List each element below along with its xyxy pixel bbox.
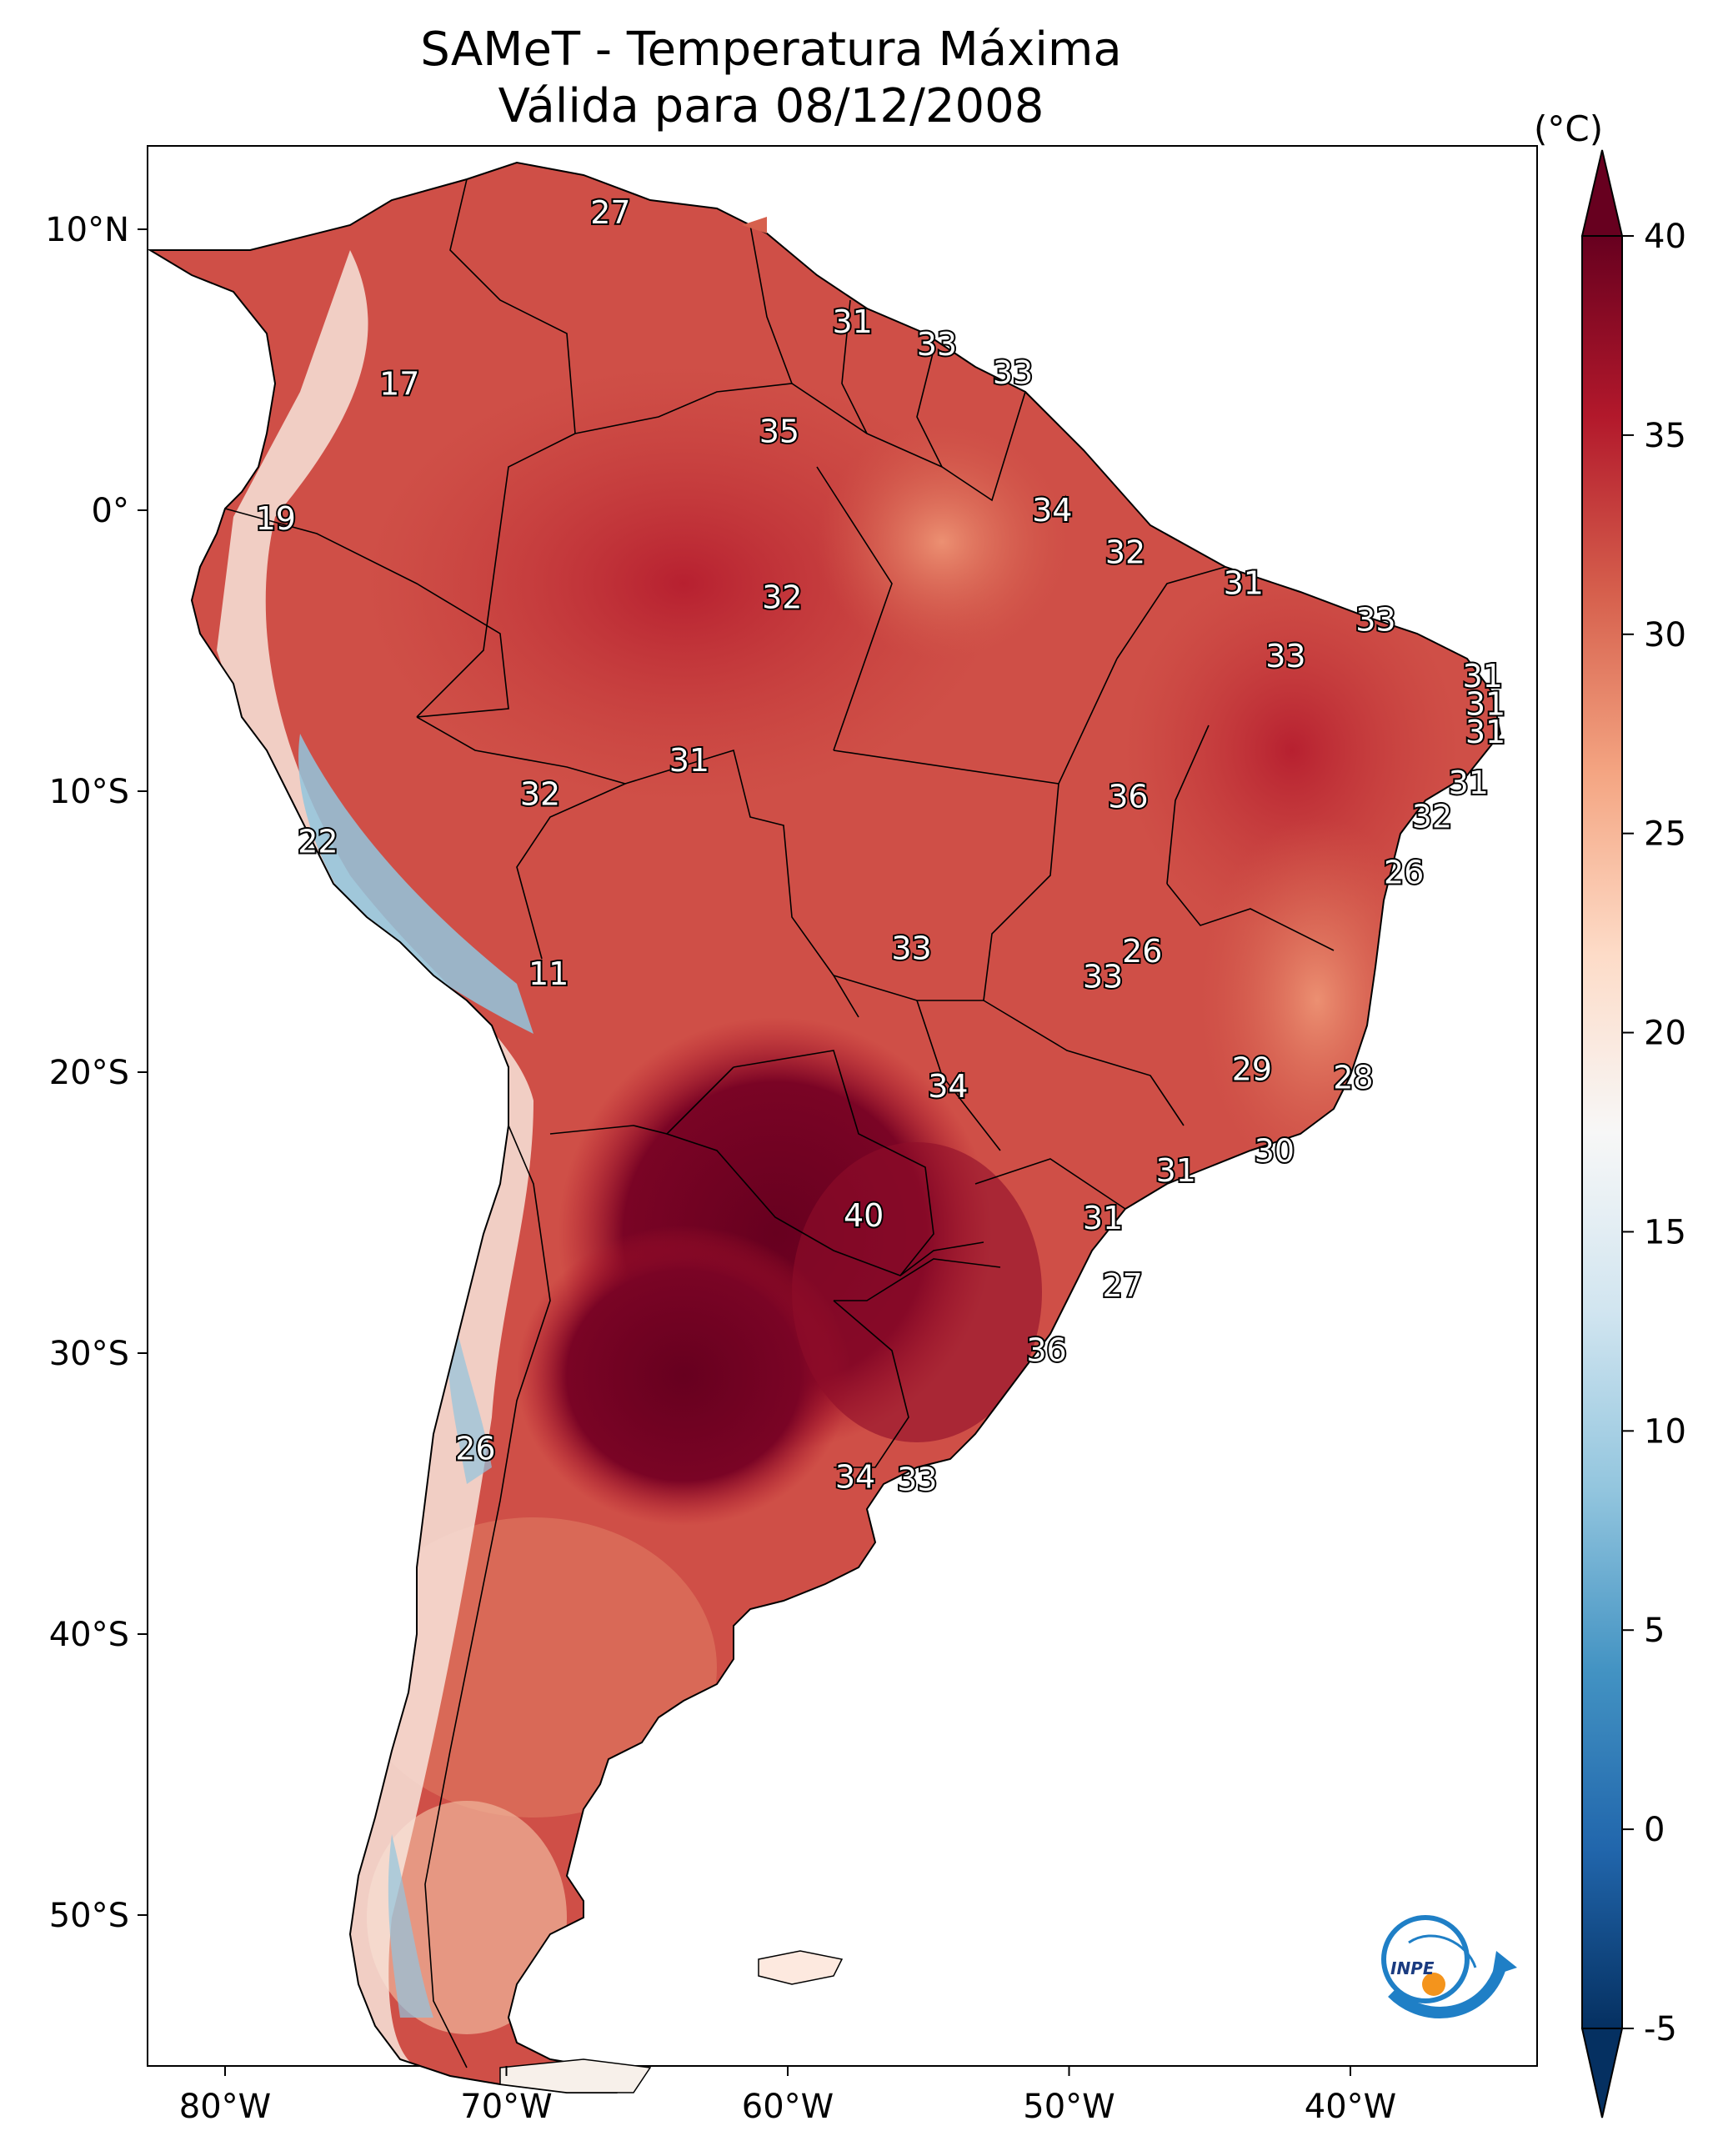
map-value-label: 33 <box>897 1462 937 1498</box>
latitude-tick-label: 10°N <box>45 211 129 249</box>
map-value-label: 31 <box>1462 658 1502 694</box>
map-value-label: 34 <box>835 1458 875 1495</box>
latitude-tick-label: 20°S <box>49 1054 129 1092</box>
map-value-label: 26 <box>1122 933 1162 970</box>
longitude-tick-label: 60°W <box>742 2088 834 2126</box>
map-value-label: 31 <box>1465 714 1505 750</box>
colorbar-lower-arrow <box>1580 2028 1624 2118</box>
longitude-tick-label: 40°W <box>1305 2088 1396 2126</box>
map-value-label: 31 <box>669 742 709 779</box>
map-value-label: 31 <box>1156 1152 1196 1189</box>
map-value-label: 31 <box>1449 765 1489 801</box>
colorbar-tick-label: 15 <box>1644 1213 1686 1251</box>
map-value-label: 22 <box>298 824 338 860</box>
map-value-label: 11 <box>528 955 568 992</box>
map-value-label: 34 <box>1032 492 1072 529</box>
map-value-label: 33 <box>917 326 957 363</box>
inpe-logo: INPE <box>1381 1915 1517 2018</box>
map-value-label: 33 <box>1265 638 1305 674</box>
colorbar-tick-label: 0 <box>1644 1811 1665 1849</box>
colorbar-ticks: 40 35 30 25 20 15 10 5 0 -5 <box>1622 218 1686 2048</box>
colorbar-tick-label: 5 <box>1644 1612 1665 1650</box>
colorbar-tick-label: -5 <box>1644 2010 1677 2048</box>
map-value-label: 32 <box>1412 798 1452 835</box>
colorbar-tick-label: 30 <box>1644 616 1686 654</box>
map-value-label: 31 <box>1224 565 1264 602</box>
map-value-label: 29 <box>1232 1051 1272 1088</box>
latitude-axis: 10°N 0° 10°S 20°S 30°S 40°S 50°S <box>45 211 148 1935</box>
map-value-label: 28 <box>1333 1060 1373 1096</box>
inpe-logo-text: INPE <box>1390 1958 1435 1978</box>
longitude-tick-label: 70°W <box>460 2088 552 2126</box>
map-value-label: 19 <box>256 500 296 537</box>
latitude-tick-label: 0° <box>92 492 129 530</box>
map-value-label: 30 <box>1255 1132 1295 1169</box>
chart-title-line1: SAMeT - Temperatura Máxima <box>420 23 1122 77</box>
map-value-label: 34 <box>928 1068 968 1105</box>
colorbar-tick-label: 20 <box>1644 1015 1686 1053</box>
colorbar-tick-label: 10 <box>1644 1412 1686 1451</box>
latitude-tick-label: 10°S <box>49 773 129 811</box>
latitude-tick-label: 40°S <box>49 1616 129 1654</box>
map-value-label: 26 <box>455 1431 495 1467</box>
map-value-label: 33 <box>1355 601 1395 638</box>
colorbar: 40 35 30 25 20 15 10 5 0 -5 <box>1580 149 1686 2118</box>
islands <box>499 217 844 2093</box>
map-value-label: 36 <box>1108 779 1148 815</box>
map-value-label: 31 <box>832 303 872 340</box>
coastline <box>147 161 1502 2093</box>
map-value-label: 32 <box>520 775 560 812</box>
colorbar-upper-arrow <box>1580 149 1624 237</box>
colorbar-unit: (°C) <box>1534 108 1604 149</box>
country-borders <box>224 178 1335 2068</box>
map-value-label: 27 <box>1102 1267 1142 1304</box>
map-value-label: 33 <box>993 354 1033 391</box>
map-value-label: 17 <box>379 365 419 402</box>
map-value-label: 33 <box>1083 958 1123 995</box>
map-value-label: 31 <box>1465 686 1505 723</box>
map-value-label: 31 <box>1083 1200 1123 1236</box>
map-value-label: 36 <box>1026 1332 1066 1369</box>
latitude-tick-label: 50°S <box>49 1897 129 1935</box>
map-value-label: 33 <box>891 930 931 967</box>
longitude-tick-label: 80°W <box>179 2088 271 2126</box>
map-value-label: 32 <box>1105 534 1145 571</box>
longitude-tick-label: 50°W <box>1023 2088 1114 2126</box>
map-value-label: 27 <box>590 194 630 231</box>
latitude-tick-label: 30°S <box>49 1335 129 1373</box>
longitude-axis: 80°W 70°W 60°W 50°W 40°W <box>179 2066 1396 2126</box>
map-value-label: 35 <box>759 414 799 450</box>
map-value-label: 32 <box>762 579 802 615</box>
colorbar-tick-label: 25 <box>1644 815 1686 854</box>
map-value-label: 26 <box>1384 855 1424 891</box>
colorbar-tick-label: 40 <box>1644 218 1686 256</box>
chart-title-line2: Válida para 08/12/2008 <box>498 79 1044 133</box>
colorbar-bar <box>1581 235 1623 2029</box>
colorbar-tick-label: 35 <box>1644 417 1686 455</box>
map-value-label: 40 <box>844 1197 884 1234</box>
